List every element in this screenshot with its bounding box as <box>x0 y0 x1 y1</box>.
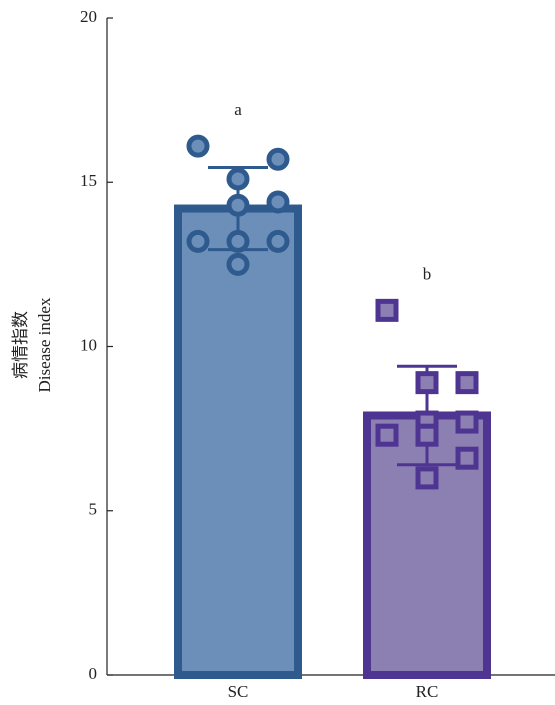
data-point <box>266 229 290 253</box>
data-point <box>455 446 479 470</box>
data-point <box>226 193 250 217</box>
data-point <box>226 167 250 191</box>
annotation: a <box>234 100 242 119</box>
data-point <box>455 371 479 395</box>
x-tick-label: RC <box>416 682 439 701</box>
data-point <box>375 298 399 322</box>
data-point <box>186 134 210 158</box>
data-point <box>415 371 439 395</box>
data-point <box>266 190 290 214</box>
data-point <box>415 466 439 490</box>
y-tick-label: 20 <box>80 7 97 26</box>
data-point <box>226 252 250 276</box>
data-point <box>186 229 210 253</box>
data-point <box>375 423 399 447</box>
y-tick-label: 15 <box>80 171 97 190</box>
y-axis-label: Disease index <box>35 297 54 392</box>
y-tick-label: 10 <box>80 335 97 354</box>
data-point <box>226 229 250 253</box>
data-point <box>266 147 290 171</box>
y-tick-label: 0 <box>89 664 98 683</box>
bar <box>174 204 302 679</box>
annotation: b <box>423 264 432 283</box>
y-axis-label: 病情指数 <box>11 311 30 379</box>
data-point <box>415 423 439 447</box>
y-tick-label: 5 <box>89 500 98 519</box>
data-point <box>455 410 479 434</box>
x-tick-label: SC <box>228 682 249 701</box>
